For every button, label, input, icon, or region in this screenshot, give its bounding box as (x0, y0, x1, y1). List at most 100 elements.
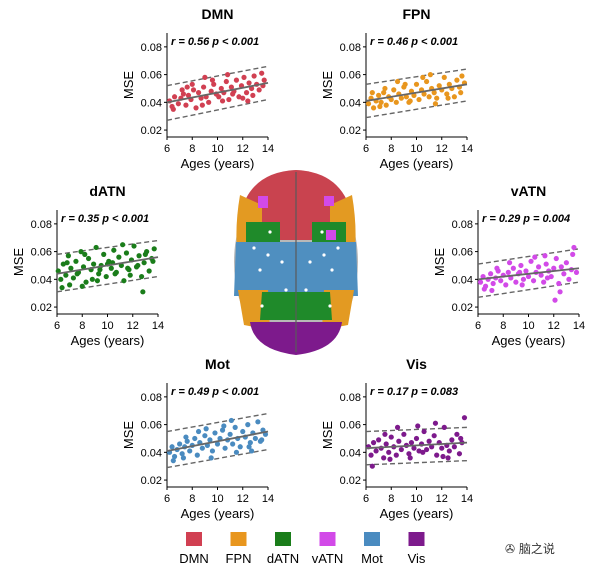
data-point (187, 448, 193, 454)
data-point (406, 451, 412, 457)
data-point (184, 84, 190, 90)
data-point (424, 446, 430, 453)
data-point (259, 70, 265, 76)
data-point (494, 265, 500, 271)
y-tick-label: 0.08 (141, 42, 162, 54)
data-point (454, 431, 460, 437)
x-tick-label: 14 (461, 143, 473, 155)
data-point (64, 260, 70, 266)
data-point (538, 272, 544, 278)
y-tick-label: 0.04 (141, 447, 162, 459)
y-axis-label: MSE (432, 248, 447, 277)
data-point (216, 94, 222, 100)
data-point (247, 440, 253, 446)
data-point (481, 286, 487, 292)
data-point (183, 434, 189, 440)
data-point (416, 96, 422, 103)
x-tick-label: 14 (573, 320, 585, 332)
data-point (544, 275, 551, 281)
data-point (108, 265, 114, 271)
data-point (209, 77, 216, 83)
data-point (532, 254, 538, 260)
x-tick-label: 10 (410, 143, 422, 155)
data-point (136, 253, 142, 259)
prediction-band-upper (166, 412, 269, 433)
data-point (446, 81, 452, 87)
data-point (415, 423, 421, 429)
data-point (543, 261, 549, 267)
data-point (214, 441, 221, 447)
data-point (420, 74, 426, 80)
data-point (259, 437, 265, 443)
x-tick-label: 6 (363, 493, 369, 505)
x-tick-label: 12 (436, 493, 448, 505)
data-point (391, 87, 397, 93)
data-point (376, 437, 382, 443)
data-point (441, 74, 447, 80)
brain-network-map-icon (234, 170, 358, 355)
legend-item-vatn: vATN (312, 532, 344, 566)
data-point (402, 81, 408, 87)
data-point (432, 420, 439, 426)
data-point (83, 279, 89, 285)
legend-item-datn: dATN (267, 532, 299, 566)
data-point (80, 264, 87, 270)
panel-title: dATN (89, 183, 125, 199)
data-point (369, 90, 375, 96)
data-point (123, 250, 130, 256)
data-point (369, 463, 375, 469)
data-point (451, 444, 457, 450)
data-point (381, 90, 387, 96)
legend-label: vATN (312, 551, 344, 566)
y-axis-label: MSE (320, 71, 335, 100)
x-axis-label: Ages (years) (71, 333, 145, 348)
legend-label: FPN (226, 551, 252, 566)
data-point (398, 95, 404, 101)
y-tick-label: 0.08 (31, 219, 52, 231)
data-point (510, 265, 516, 271)
data-point (183, 102, 189, 108)
data-point (477, 279, 484, 285)
x-tick-label: 8 (388, 493, 394, 505)
data-point (237, 444, 243, 450)
data-point (65, 253, 71, 259)
data-point (116, 254, 122, 260)
data-point (199, 445, 205, 451)
data-point (427, 72, 433, 78)
data-point (386, 449, 392, 455)
data-point (370, 105, 377, 111)
stat-annotation: r = 0.46 p < 0.001 (370, 36, 458, 48)
data-point (393, 99, 399, 105)
data-point (226, 96, 232, 103)
data-point (101, 251, 107, 257)
legend-label: Vis (408, 551, 426, 566)
data-point (111, 247, 117, 253)
legend-label: dATN (267, 551, 299, 566)
data-point (378, 99, 384, 105)
data-point (195, 90, 202, 96)
data-point (180, 455, 187, 461)
data-point (121, 278, 127, 284)
data-point (523, 268, 529, 274)
data-point (175, 101, 181, 107)
data-point (261, 77, 267, 83)
data-point (456, 451, 463, 457)
x-tick-label: 14 (461, 493, 473, 505)
data-point (490, 280, 496, 287)
y-tick-label: 0.08 (340, 42, 361, 54)
x-tick-label: 6 (164, 493, 170, 505)
data-point (179, 451, 185, 457)
y-tick-label: 0.02 (141, 125, 162, 137)
data-point (202, 433, 208, 439)
data-point (185, 92, 192, 98)
stat-annotation: r = 0.29 p = 0.004 (482, 213, 570, 225)
data-point (251, 73, 257, 79)
data-point (219, 98, 226, 104)
data-point (219, 427, 226, 433)
legend-swatch (319, 532, 336, 546)
legend-label: DMN (179, 551, 209, 566)
data-point (91, 261, 97, 267)
data-point (461, 415, 468, 421)
x-tick-label: 6 (54, 320, 60, 332)
data-point (221, 423, 227, 429)
